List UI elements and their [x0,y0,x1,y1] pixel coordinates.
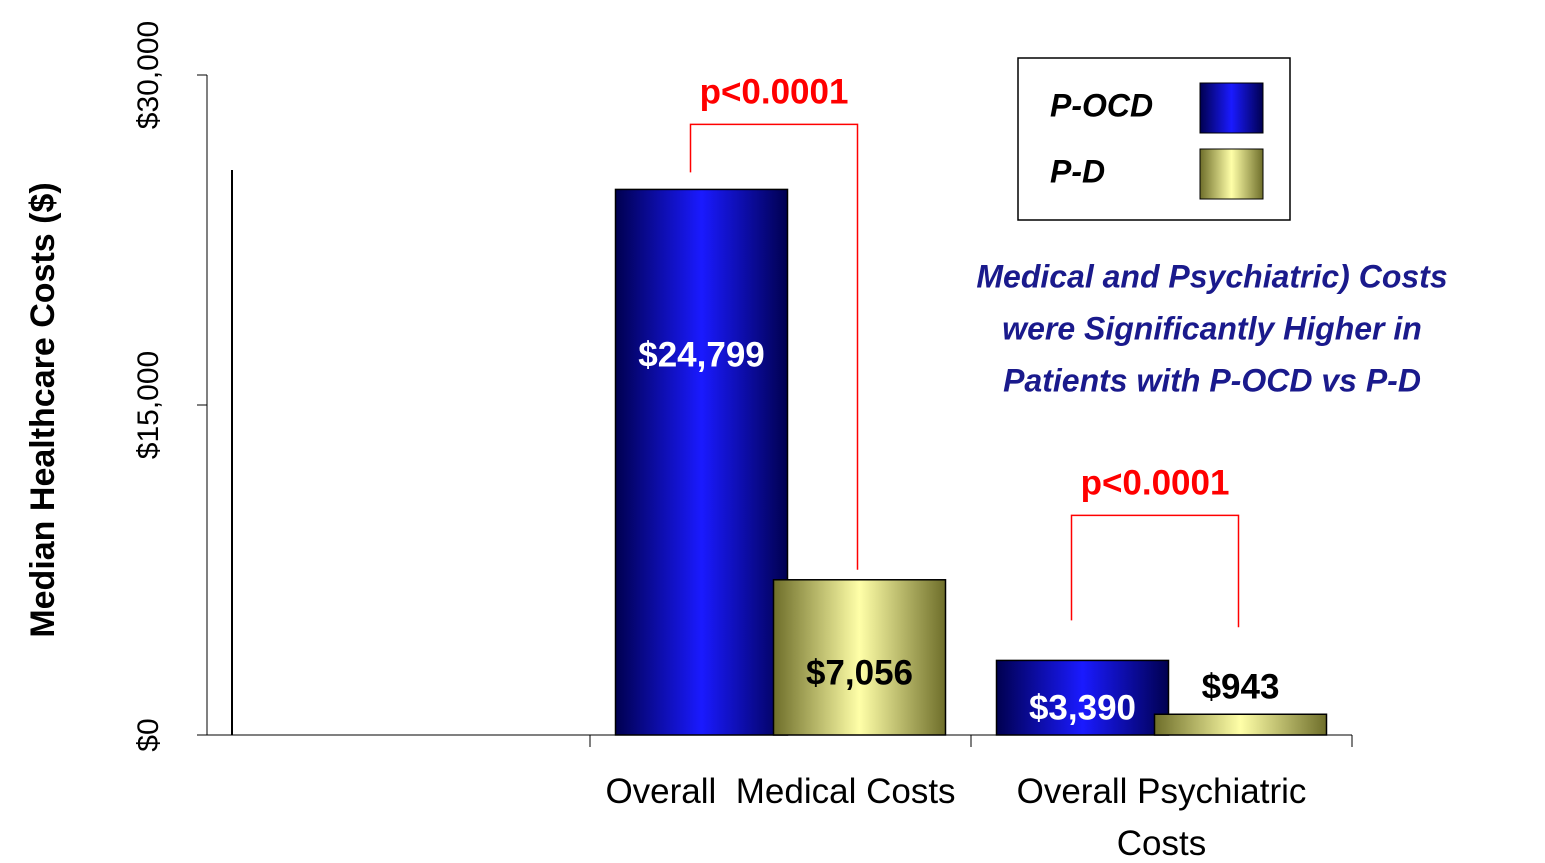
value-label: $943 [1202,668,1280,707]
y-tick-label: $15,000 [132,351,165,459]
bar [995,659,1170,736]
bar [614,188,789,736]
legend-label: P-D [1050,153,1105,189]
annotation: Patients with P-OCD vs P-D [1003,362,1421,398]
bar [1153,713,1328,736]
significance-bracket [689,123,859,570]
x-tick-label: Overall Psychiatric Costs [1016,772,1317,863]
value-label: $7,056 [806,653,913,692]
y-axis-title: Median Healthcare Costs ($) [24,182,62,637]
legend-swatch [1199,148,1264,200]
x-tick-label: Overall Medical Costs [605,772,956,811]
significance-label: p<0.0001 [1081,464,1230,503]
y-tick-label: $0 [132,718,165,751]
legend-label: P-OCD [1050,87,1153,123]
annotation: Medical and Psychiatric) Costs [976,258,1447,294]
legend-swatch [1199,82,1264,134]
significance-label: p<0.0001 [700,73,849,112]
bar [772,579,947,736]
annotation: were Significantly Higher in [1002,310,1422,346]
significance-bracket [1070,514,1240,628]
value-label: $3,390 [1029,688,1136,727]
value-label: $24,799 [638,335,765,374]
y-tick-label: $30,000 [132,21,165,129]
